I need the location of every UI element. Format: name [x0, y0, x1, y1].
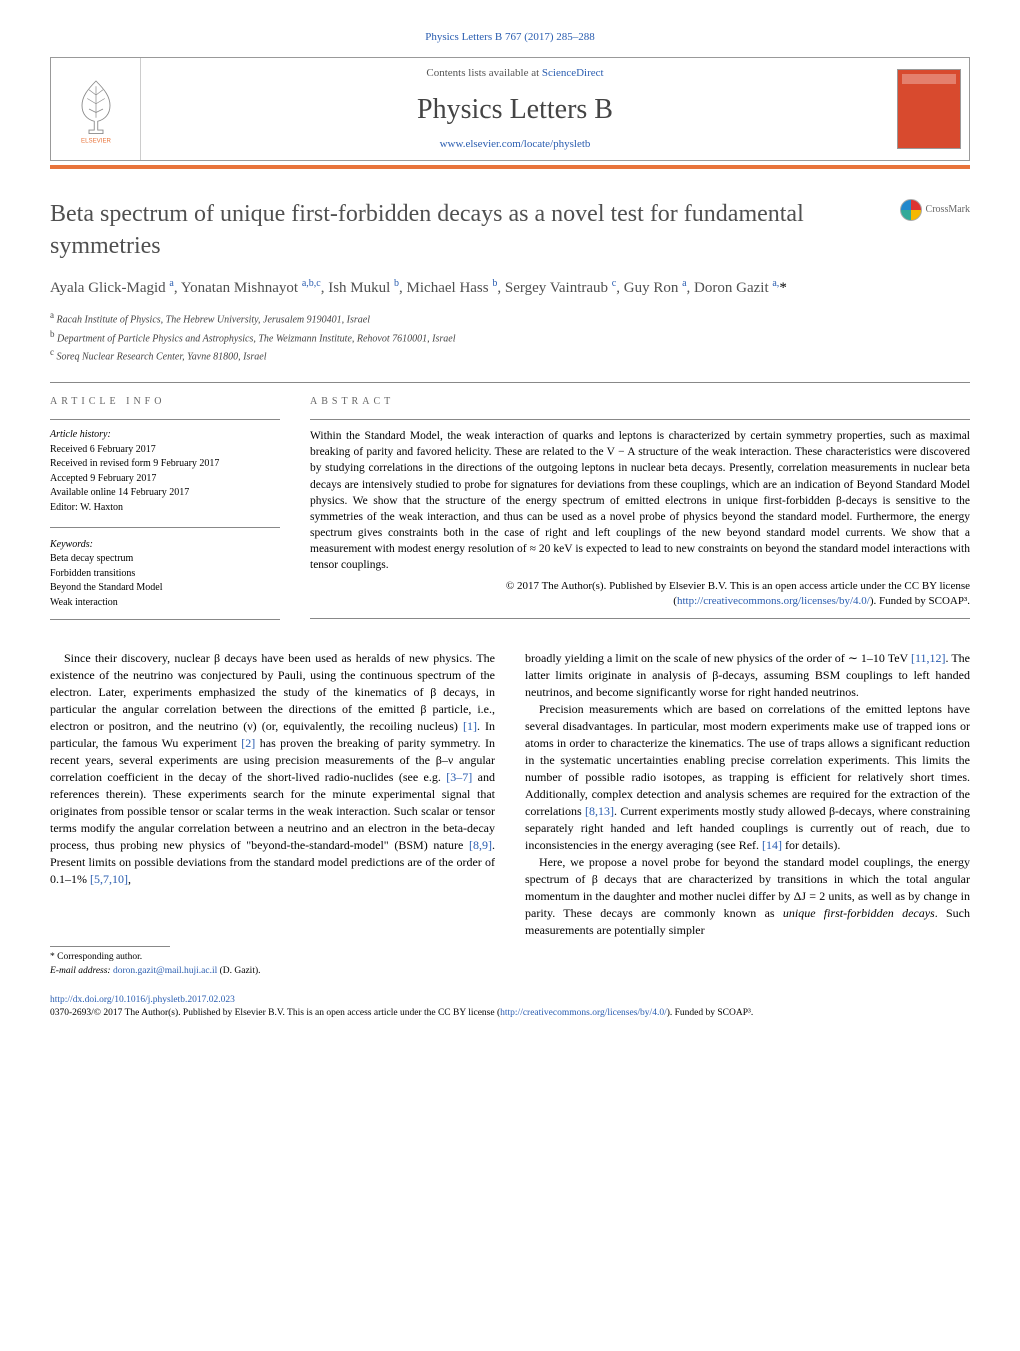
citation-link[interactable]: Physics Letters B 767 (2017) 285–288 [425, 31, 595, 43]
journal-name: Physics Letters B [151, 90, 879, 129]
history-line: Available online 14 February 2017 [50, 486, 280, 501]
history-line: Editor: W. Haxton [50, 501, 280, 516]
page-container: Physics Letters B 767 (2017) 285–288 ELS… [0, 0, 1020, 1060]
cc-license-link[interactable]: http://creativecommons.org/licenses/by/4… [677, 595, 870, 607]
body-paragraph: Here, we propose a novel probe for beyon… [525, 854, 970, 939]
keyword-item: Forbidden transitions [50, 567, 280, 582]
crossmark-icon [900, 199, 922, 221]
citation-header: Physics Letters B 767 (2017) 285–288 [50, 30, 970, 45]
history-label: Article history: [50, 428, 280, 443]
corresponding-author-footnote: * Corresponding author. E-mail address: … [50, 951, 495, 978]
journal-header: ELSEVIER Contents lists available at Sci… [50, 57, 970, 161]
svg-text:ELSEVIER: ELSEVIER [81, 138, 111, 145]
body-paragraph: Precision measurements which are based o… [525, 701, 970, 854]
body-column-right: broadly yielding a limit on the scale of… [525, 650, 970, 978]
info-abstract-row: ARTICLE INFO Article history: Received 6… [50, 395, 970, 619]
article-title: Beta spectrum of unique first-forbidden … [50, 199, 900, 261]
history-line: Accepted 9 February 2017 [50, 472, 280, 487]
info-bottom-divider [50, 619, 280, 620]
keywords-list: Beta decay spectrumForbidden transitions… [50, 552, 280, 610]
elsevier-logo: ELSEVIER [51, 58, 141, 160]
history-line: Received 6 February 2017 [50, 443, 280, 458]
title-row: Beta spectrum of unique first-forbidden … [50, 199, 970, 261]
doi-link[interactable]: http://dx.doi.org/10.1016/j.physletb.201… [50, 995, 235, 1005]
abstract-column: ABSTRACT Within the Standard Model, the … [310, 395, 970, 619]
keywords-label: Keywords: [50, 538, 280, 552]
article-info-column: ARTICLE INFO Article history: Received 6… [50, 395, 280, 619]
abstract-copyright: © 2017 The Author(s). Published by Elsev… [310, 579, 970, 610]
body-column-left: Since their discovery, nuclear β decays … [50, 650, 495, 978]
article-history: Article history: Received 6 February 201… [50, 428, 280, 515]
keyword-item: Weak interaction [50, 596, 280, 611]
body-paragraph: broadly yielding a limit on the scale of… [525, 650, 970, 701]
footnote-divider [50, 946, 170, 947]
journal-cover [889, 58, 969, 160]
article-info-heading: ARTICLE INFO [50, 395, 280, 409]
accent-bar [50, 165, 970, 169]
history-line: Received in revised form 9 February 2017 [50, 457, 280, 472]
body-paragraph: Since their discovery, nuclear β decays … [50, 650, 495, 888]
author-email-link[interactable]: doron.gazit@mail.huji.ac.il [113, 966, 217, 976]
abstract-heading: ABSTRACT [310, 395, 970, 409]
footer-block: http://dx.doi.org/10.1016/j.physletb.201… [50, 994, 970, 1021]
contents-available: Contents lists available at ScienceDirec… [151, 66, 879, 81]
keyword-item: Beyond the Standard Model [50, 581, 280, 596]
divider-top [50, 382, 970, 383]
footer-license-link[interactable]: http://creativecommons.org/licenses/by/4… [500, 1008, 667, 1018]
cover-thumbnail-icon [897, 69, 961, 149]
affiliations: a Racah Institute of Physics, The Hebrew… [50, 309, 970, 364]
crossmark-label: CrossMark [926, 203, 970, 217]
body-columns: Since their discovery, nuclear β decays … [50, 650, 970, 978]
abstract-text: Within the Standard Model, the weak inte… [310, 428, 970, 573]
journal-homepage-link[interactable]: www.elsevier.com/locate/physletb [440, 138, 591, 150]
authors-line: Ayala Glick-Magid a, Yonatan Mishnayot a… [50, 276, 970, 300]
keyword-item: Beta decay spectrum [50, 552, 280, 567]
header-center: Contents lists available at ScienceDirec… [141, 58, 889, 160]
sciencedirect-link[interactable]: ScienceDirect [542, 67, 604, 79]
crossmark-badge[interactable]: CrossMark [900, 199, 970, 221]
elsevier-tree-icon: ELSEVIER [66, 74, 126, 144]
